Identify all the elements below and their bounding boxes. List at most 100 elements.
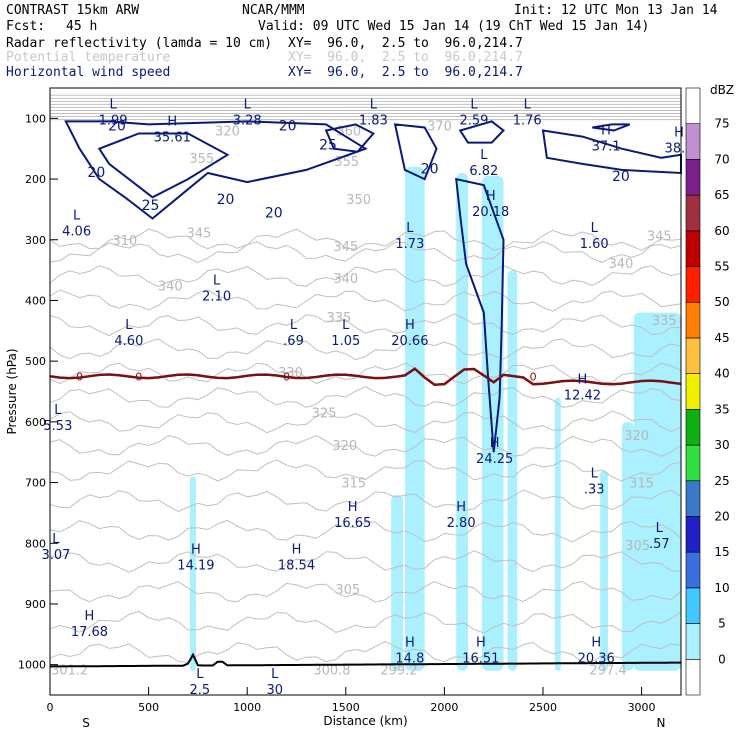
extremum-value: .57 — [649, 537, 670, 552]
freezing-level-label: 0 — [283, 370, 290, 383]
theta-label: 335 — [652, 314, 677, 329]
theta-label: 335 — [326, 311, 351, 326]
reflectivity-cell — [621, 421, 634, 671]
colorbar-tick-label: 5 — [718, 617, 726, 631]
extremum-marker: L — [591, 467, 599, 482]
wind-contour-label: 20 — [265, 205, 283, 221]
theta-label: 345 — [186, 226, 211, 241]
extremum-marker: L — [342, 318, 350, 333]
colorbar-tick-label: 10 — [714, 581, 729, 595]
extremum-value: 4.60 — [114, 334, 143, 349]
colorbar-swatch — [685, 194, 701, 232]
chart-org: NCAR/MMM — [242, 3, 305, 18]
field-xy-reflectivity: XY= 96.0, 2.5 to 96.0,214.7 — [288, 36, 523, 51]
x-tick-label: 2000 — [430, 701, 458, 714]
colorbar-swatch — [685, 159, 701, 196]
x-end-label-left: S — [82, 716, 90, 730]
theta-label: 300.8 — [313, 664, 350, 679]
colorbar-tick-label: 55 — [714, 260, 729, 274]
colorbar-tick-label: 25 — [714, 474, 729, 488]
theta-label: 340 — [333, 272, 358, 287]
wind-contour-label: 20 — [279, 119, 297, 135]
colorbar-tick-label: 50 — [714, 295, 729, 309]
colorbar-swatch — [685, 587, 701, 624]
colorbar-tick-label: 45 — [714, 331, 729, 345]
wind-contours: 20 20 25 20 25 20 20 20 20 — [64, 119, 682, 453]
theta-contour — [49, 519, 682, 543]
extremum-value: 2.10 — [202, 290, 231, 305]
reflectivity-layer — [190, 166, 681, 671]
colorbar-tick-label: 40 — [714, 367, 729, 381]
extremum-value: 1.76 — [513, 114, 542, 129]
x-tick-label: 0 — [47, 701, 54, 714]
extremum-value: 24.25 — [476, 452, 513, 467]
extremum-marker: L — [480, 148, 488, 163]
theta-label: 355 — [189, 152, 214, 167]
extremum-marker: H — [456, 500, 466, 515]
colorbar-swatch — [685, 480, 701, 517]
theta-label: 325 — [312, 407, 337, 422]
theta-label: 305 — [335, 583, 360, 598]
theta-contour — [49, 264, 682, 288]
extremum-value: 1.05 — [331, 334, 360, 349]
field-name-wind: Horizontal wind speed — [6, 65, 171, 80]
theta-label: 315 — [341, 477, 366, 492]
extremum-value: 2.80 — [447, 516, 476, 531]
extremum-marker: L — [109, 98, 117, 113]
reflectivity-cell — [554, 397, 561, 671]
extremum-value: 20.66 — [391, 334, 428, 349]
extremum-marker: H — [674, 125, 684, 140]
reflectivity-cell — [635, 421, 648, 671]
theta-contour — [49, 410, 682, 434]
extremum-value: 3.28 — [233, 114, 262, 129]
extremum-marker: L — [470, 98, 478, 113]
extremum-value: 2.5 — [190, 683, 211, 698]
extremum-marker: L — [244, 98, 252, 113]
wind-contour — [64, 120, 368, 220]
extremum-value: 20.18 — [472, 205, 509, 220]
y-tick-label: 300 — [25, 234, 46, 247]
extremum-value: 37.1 — [592, 140, 621, 155]
extremum-marker: L — [524, 98, 532, 113]
x-tick-label: 2500 — [529, 701, 557, 714]
y-tick-label: 400 — [25, 294, 46, 307]
theta-contour — [49, 489, 682, 512]
colorbar-swatch — [685, 409, 701, 446]
extremum-value: 4.06 — [62, 225, 91, 240]
extremum-value: 2.59 — [459, 114, 488, 129]
colorbar-tick-label: 70 — [714, 152, 729, 166]
theta-contour — [49, 641, 682, 663]
terrain-line — [49, 652, 681, 668]
field-name-reflectivity: Radar reflectivity (lamda = 10 cm) — [6, 36, 273, 51]
extremum-marker: L — [370, 98, 378, 113]
wind-contour-label: 20 — [612, 169, 630, 185]
colorbar-swatch — [685, 516, 701, 553]
y-tick-label: 200 — [25, 173, 46, 186]
wind-contour-label: 20 — [108, 119, 126, 135]
plot-frame — [49, 87, 682, 696]
wind-contour — [455, 177, 505, 453]
extremum-marker: L — [52, 532, 60, 547]
wind-contour-label: 20 — [87, 165, 105, 181]
colorbar-tick-label: 20 — [714, 509, 729, 523]
theta-contour — [49, 240, 682, 264]
extremum-marker: H — [490, 436, 500, 451]
theta-contours: 370 360 355 355 350 345 345 345 340 340 340 335 335 3… — [49, 94, 682, 679]
extremum-marker: H — [292, 542, 302, 557]
x-end-label-right: N — [657, 716, 666, 730]
theta-contour — [49, 550, 682, 573]
theta-label: 345 — [333, 240, 358, 255]
extremum-value: 17.68 — [71, 625, 108, 640]
y-tick-label: 500 — [25, 355, 46, 368]
theta-contour — [49, 580, 682, 603]
theta-contour — [49, 386, 682, 408]
extremum-value: 12.42 — [564, 389, 601, 404]
reflectivity-cell — [667, 330, 678, 671]
extremum-marker: L — [213, 274, 221, 289]
extremum-marker: H — [476, 635, 486, 650]
theta-contour — [49, 228, 682, 251]
colorbar-swatch — [685, 87, 701, 125]
freezing-level-label: 0 — [530, 370, 537, 383]
fcst-label: Fcst: — [6, 19, 46, 34]
extremum-marker: L — [196, 667, 204, 682]
